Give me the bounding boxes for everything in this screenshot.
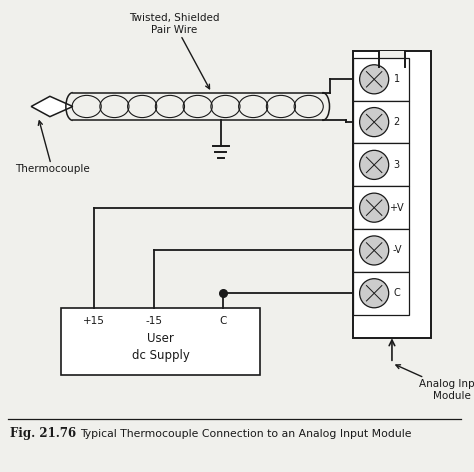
Bar bbox=[353, 58, 409, 101]
Circle shape bbox=[360, 193, 389, 222]
Bar bbox=[353, 51, 431, 338]
Text: Fig. 21.76: Fig. 21.76 bbox=[10, 428, 76, 440]
Bar bbox=[61, 308, 260, 375]
Circle shape bbox=[360, 278, 389, 308]
Text: +15: +15 bbox=[82, 316, 105, 326]
Polygon shape bbox=[31, 96, 73, 117]
Text: -15: -15 bbox=[145, 316, 162, 326]
Text: C: C bbox=[393, 288, 400, 298]
Bar bbox=[353, 272, 409, 315]
Circle shape bbox=[360, 151, 389, 179]
Circle shape bbox=[360, 65, 389, 94]
Bar bbox=[353, 143, 409, 186]
Bar bbox=[353, 186, 409, 229]
Text: 3: 3 bbox=[394, 160, 400, 170]
Text: Typical Thermocouple Connection to an Analog Input Module: Typical Thermocouple Connection to an An… bbox=[80, 429, 411, 439]
Circle shape bbox=[360, 236, 389, 265]
Text: -V: -V bbox=[392, 245, 401, 255]
Bar bbox=[353, 229, 409, 272]
Text: 1: 1 bbox=[394, 74, 400, 84]
Text: User
dc Supply: User dc Supply bbox=[132, 332, 190, 362]
Text: Thermocouple: Thermocouple bbox=[15, 121, 90, 174]
Text: Twisted, Shielded
Pair Wire: Twisted, Shielded Pair Wire bbox=[129, 13, 220, 89]
Text: C: C bbox=[219, 316, 227, 326]
Bar bbox=[353, 101, 409, 143]
Text: 2: 2 bbox=[394, 117, 400, 127]
Text: Analog Input
Module: Analog Input Module bbox=[396, 365, 474, 401]
Text: +V: +V bbox=[390, 202, 404, 213]
Circle shape bbox=[360, 108, 389, 136]
Bar bbox=[379, 51, 405, 67]
